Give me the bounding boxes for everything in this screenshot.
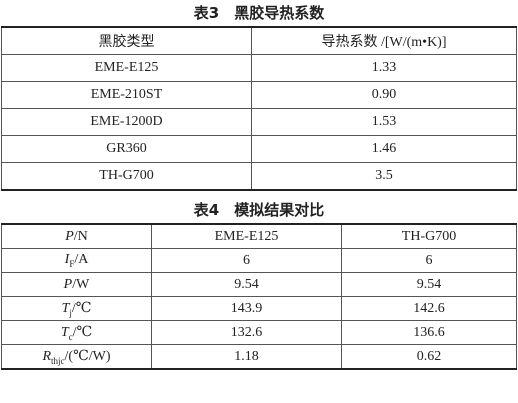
table-row: EME-E125 1.33 xyxy=(1,54,517,82)
symbol: P xyxy=(63,276,73,292)
subscript: j xyxy=(69,307,72,318)
table-cell: 1.33 xyxy=(251,54,517,82)
table-cell: EME-E125 xyxy=(1,54,252,82)
table: 黑胶类型 导热系数 /[W/(m•K)] EME-E125 1.33 EME-210ST… xyxy=(1,26,517,191)
symbol: I xyxy=(64,252,70,268)
table-row: EME-210ST 0.90 xyxy=(1,81,517,109)
table-cell: EME-E125 xyxy=(151,223,342,249)
header-row: P/N EME-E125 TH-G700 xyxy=(1,223,517,249)
table-cell: IF/A xyxy=(1,248,152,273)
table-row: EME-1200D 1.53 xyxy=(1,108,517,136)
subscript: c xyxy=(68,331,73,342)
symbol: R xyxy=(42,348,52,364)
table-cell: 142.6 xyxy=(341,296,517,321)
table-cell: P/W xyxy=(1,272,152,297)
table-cell: 143.9 xyxy=(151,296,342,321)
table-cell: 6 xyxy=(151,248,342,273)
table-cell: TH-G700 xyxy=(341,223,517,249)
unit: /℃ xyxy=(71,300,92,316)
table-row: GR360 1.46 xyxy=(1,135,517,163)
table-cell: EME-210ST xyxy=(1,81,252,109)
table-cell: Rthjc/(℃/W) xyxy=(1,344,152,370)
unit: /A xyxy=(74,252,89,268)
table-title: 表4 模拟结果对比 xyxy=(193,201,325,219)
symbol: P xyxy=(65,228,74,244)
table-row: TH-G700 3.5 xyxy=(1,162,517,191)
unit: /N xyxy=(73,228,88,244)
unit: /W xyxy=(72,276,90,292)
table-row: Rthjc/(℃/W) 1.18 0.62 xyxy=(1,344,517,370)
table-cell: Tc/℃ xyxy=(1,320,152,345)
table-cell: 导热系数 /[W/(m•K)] xyxy=(251,26,517,55)
table-row: Tc/℃ 132.6 136.6 xyxy=(1,320,517,345)
header-row: 黑胶类型 导热系数 /[W/(m•K)] xyxy=(1,26,517,55)
table-cell: 1.53 xyxy=(251,108,517,136)
table-cell: 1.46 xyxy=(251,135,517,163)
table-cell: 0.90 xyxy=(251,81,517,109)
table-cell: 136.6 xyxy=(341,320,517,345)
subscript: thjc xyxy=(51,355,65,366)
table-cell: 9.54 xyxy=(151,272,342,297)
symbol: T xyxy=(60,324,69,340)
table-cell: 132.6 xyxy=(151,320,342,345)
subscript: F xyxy=(69,258,75,269)
table-cell: TH-G700 xyxy=(1,162,252,191)
table-cell: 9.54 xyxy=(341,272,517,297)
table-title: 表3 黑胶导热系数 xyxy=(193,4,325,22)
symbol: T xyxy=(61,300,70,316)
table-cell: 0.62 xyxy=(341,344,517,370)
table-cell: EME-1200D xyxy=(1,108,252,136)
unit: /℃ xyxy=(72,324,93,340)
table: P/N EME-E125 TH-G700 IF/A 6 6 P/W 9.54 9.54 Tj/℃ 1… xyxy=(1,223,517,370)
unit: /(℃/W) xyxy=(64,348,111,364)
table-row: Tj/℃ 143.9 142.6 xyxy=(1,296,517,321)
table-cell: 3.5 xyxy=(251,162,517,191)
table-row: IF/A 6 6 xyxy=(1,248,517,273)
table-cell: GR360 xyxy=(1,135,252,163)
table-cell: P/N xyxy=(1,223,152,249)
table-cell: 6 xyxy=(341,248,517,273)
table-cell: Tj/℃ xyxy=(1,296,152,321)
table-cell: 1.18 xyxy=(151,344,342,370)
table-row: P/W 9.54 9.54 xyxy=(1,272,517,297)
table-cell: 黑胶类型 xyxy=(1,26,252,55)
